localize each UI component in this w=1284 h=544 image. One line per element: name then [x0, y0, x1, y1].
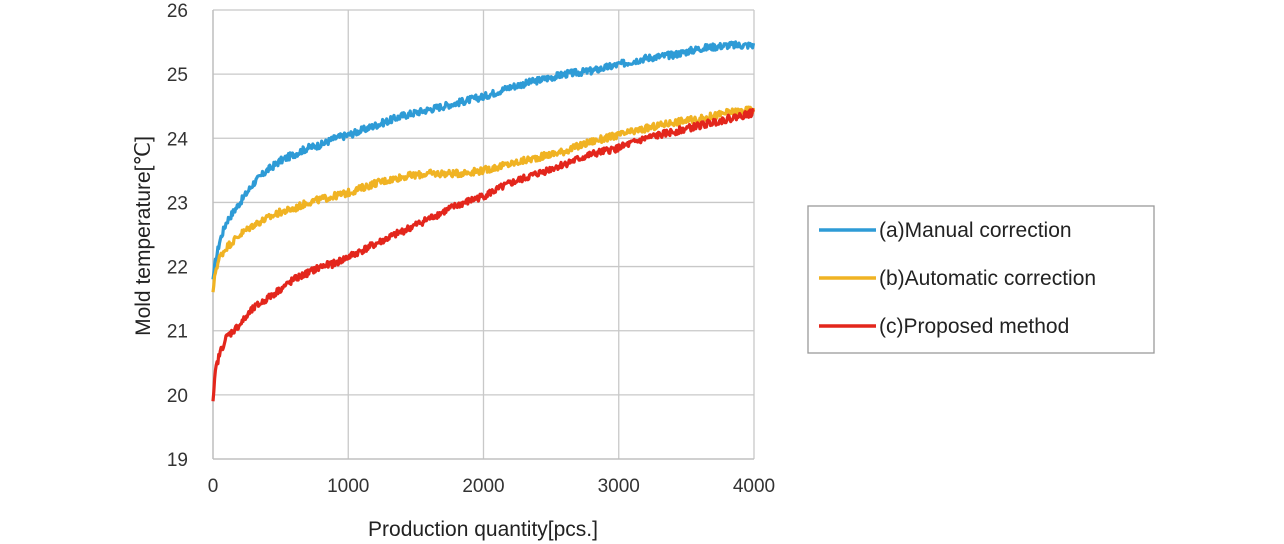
- grid: [212, 9, 755, 460]
- y-tick-label: 22: [167, 258, 188, 279]
- y-tick-label: 26: [167, 1, 188, 22]
- series-line-2: [211, 105, 756, 293]
- series-layer: [211, 40, 756, 402]
- y-tick-label: 20: [167, 386, 188, 407]
- legend-label-2: (b)Automatic correction: [879, 267, 1096, 290]
- series-line-1: [211, 40, 756, 280]
- x-tick-label: 3000: [598, 476, 640, 497]
- legend-label-3: (c)Proposed method: [879, 315, 1069, 338]
- y-tick-label: 21: [167, 322, 188, 343]
- x-tick-label: 0: [208, 476, 219, 497]
- legend-label-1: (a)Manual correction: [879, 219, 1072, 242]
- y-axis-label: Mold temperature[℃]: [132, 136, 155, 336]
- x-axis-label: Production quantity[pcs.]: [368, 518, 598, 541]
- y-tick-label: 23: [167, 193, 188, 214]
- x-tick-label: 1000: [327, 476, 369, 497]
- y-tick-label: 19: [167, 450, 188, 471]
- legend: (a)Manual correction (b)Automatic correct…: [807, 205, 1155, 354]
- y-tick-labels: 19 20 21 22 23 24 25 26: [167, 1, 189, 471]
- x-tick-label: 4000: [733, 476, 775, 497]
- y-tick-label: 25: [167, 65, 188, 86]
- x-tick-labels: 0 1000 2000 3000 4000: [208, 476, 775, 497]
- series-line-3: [211, 107, 755, 402]
- y-tick-label: 24: [167, 129, 189, 150]
- x-tick-label: 2000: [462, 476, 504, 497]
